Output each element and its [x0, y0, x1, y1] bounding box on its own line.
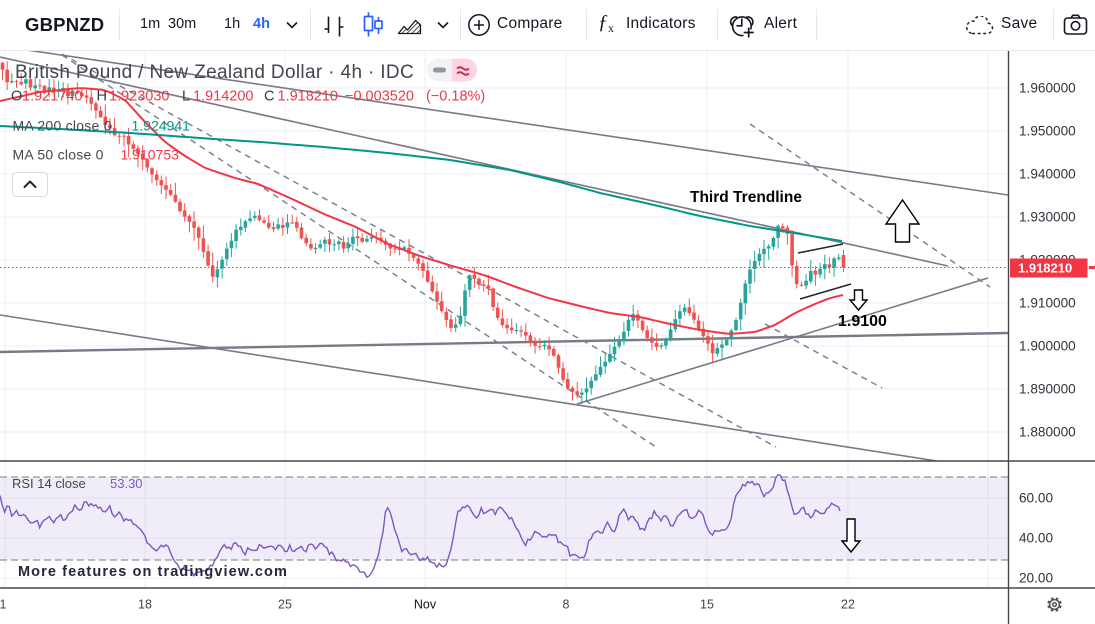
svg-text:1.960000: 1.960000 — [1019, 81, 1076, 96]
svg-text:20.00: 20.00 — [1019, 571, 1053, 586]
svg-text:8: 8 — [563, 598, 570, 612]
svg-text:Nov: Nov — [414, 598, 437, 612]
svg-text:1.950000: 1.950000 — [1019, 124, 1076, 139]
svg-text:1.923030: 1.923030 — [109, 89, 169, 105]
svg-text:More features on tradingview.c: More features on tradingview.com — [18, 564, 288, 580]
svg-text:1.924941: 1.924941 — [132, 118, 191, 134]
svg-text:40.00: 40.00 — [1019, 531, 1053, 546]
svg-text:53.30: 53.30 — [110, 476, 143, 491]
svg-text:1.930000: 1.930000 — [1019, 210, 1076, 225]
svg-text:L: L — [182, 89, 190, 105]
svg-text:C: C — [264, 89, 274, 105]
svg-text:11: 11 — [0, 598, 7, 612]
svg-text:1.910753: 1.910753 — [121, 147, 180, 163]
svg-text:MA 200 close 0: MA 200 close 0 — [13, 118, 112, 134]
svg-text:MA 50 close 0: MA 50 close 0 — [13, 147, 104, 163]
svg-text:(−0.18%): (−0.18%) — [426, 89, 485, 105]
svg-text:60.00: 60.00 — [1019, 491, 1053, 506]
svg-text:British Pound / New Zealand Do: British Pound / New Zealand Dollar · 4h … — [15, 62, 414, 83]
svg-text:1.940000: 1.940000 — [1019, 167, 1076, 182]
svg-text:1.918210: 1.918210 — [278, 89, 338, 105]
svg-text:1.914200: 1.914200 — [193, 89, 253, 105]
svg-text:O: O — [11, 89, 22, 105]
svg-text:15: 15 — [700, 598, 714, 612]
svg-text:H: H — [97, 89, 107, 105]
svg-text:1.921740: 1.921740 — [22, 89, 82, 105]
svg-text:1.900000: 1.900000 — [1019, 339, 1076, 354]
svg-text:1.890000: 1.890000 — [1019, 382, 1076, 397]
svg-text:−0.003520: −0.003520 — [345, 89, 414, 105]
svg-text:Third Trendline: Third Trendline — [690, 189, 802, 206]
svg-text:1.880000: 1.880000 — [1019, 425, 1076, 440]
svg-text:RSI 14 close: RSI 14 close — [12, 476, 86, 491]
svg-text:1.910000: 1.910000 — [1019, 296, 1076, 311]
svg-text:1.918210: 1.918210 — [1018, 261, 1072, 276]
svg-text:1.9100: 1.9100 — [838, 313, 887, 330]
svg-text:22: 22 — [841, 598, 855, 612]
svg-text:18: 18 — [138, 598, 152, 612]
svg-text:25: 25 — [278, 598, 292, 612]
